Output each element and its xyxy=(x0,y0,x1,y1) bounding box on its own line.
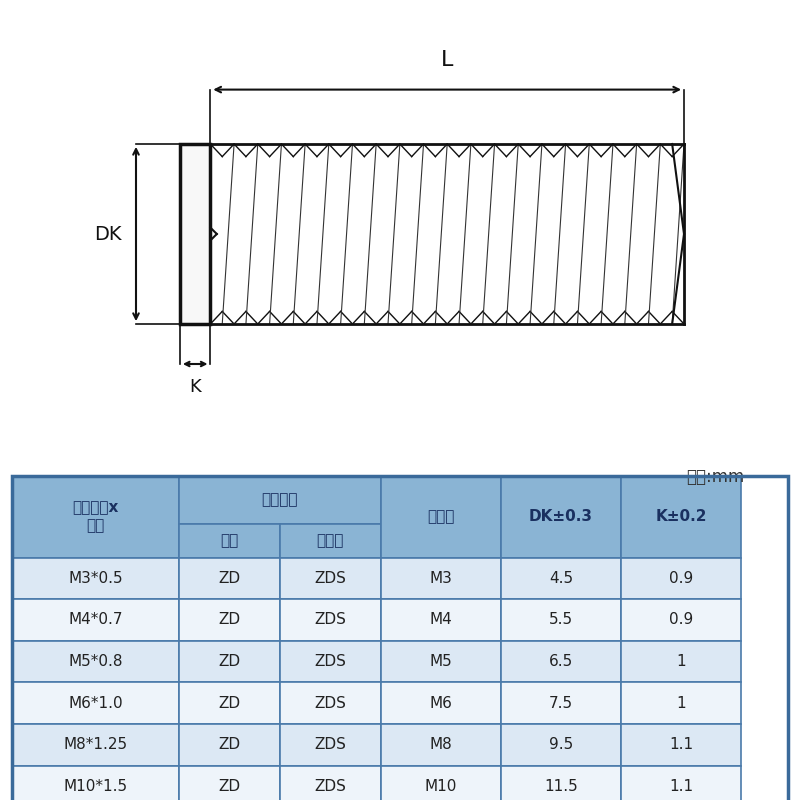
Text: M10: M10 xyxy=(425,779,457,794)
Text: M6*1.0: M6*1.0 xyxy=(68,696,122,710)
Text: ZDS: ZDS xyxy=(314,738,346,752)
Text: M4*0.7: M4*0.7 xyxy=(68,613,122,627)
Bar xyxy=(381,599,501,641)
Text: 1.1: 1.1 xyxy=(670,779,694,794)
Text: ZDS: ZDS xyxy=(314,779,346,794)
Bar xyxy=(12,476,788,800)
Bar xyxy=(621,724,742,766)
Bar xyxy=(621,766,742,800)
Text: K: K xyxy=(190,378,201,397)
Bar xyxy=(280,558,381,599)
Bar xyxy=(280,724,381,766)
Text: 单位:mm: 单位:mm xyxy=(686,468,744,486)
Text: M6: M6 xyxy=(430,696,452,710)
Bar xyxy=(501,476,621,558)
Bar xyxy=(280,524,381,558)
Bar xyxy=(501,558,621,599)
Bar xyxy=(621,682,742,724)
Text: 螺纹尺寸x
螺距: 螺纹尺寸x 螺距 xyxy=(72,500,118,534)
Bar xyxy=(179,599,280,641)
Text: L: L xyxy=(441,50,454,70)
Text: 1.1: 1.1 xyxy=(670,738,694,752)
Text: DK: DK xyxy=(94,225,122,243)
Text: 4.5: 4.5 xyxy=(549,571,573,586)
Bar xyxy=(381,682,501,724)
Text: ZD: ZD xyxy=(218,738,240,752)
Bar xyxy=(381,641,501,682)
Bar xyxy=(179,724,280,766)
Text: 碳钢: 碳钢 xyxy=(220,534,238,548)
Bar xyxy=(501,641,621,682)
Text: M5: M5 xyxy=(430,654,452,669)
Text: M8*1.25: M8*1.25 xyxy=(63,738,127,752)
Bar xyxy=(381,724,501,766)
Text: ZD: ZD xyxy=(218,779,240,794)
Text: M3*0.5: M3*0.5 xyxy=(68,571,122,586)
Text: M10*1.5: M10*1.5 xyxy=(63,779,127,794)
Bar xyxy=(621,558,742,599)
Bar xyxy=(621,476,742,558)
Text: ZD: ZD xyxy=(218,654,240,669)
Bar xyxy=(501,766,621,800)
Text: 材质型号: 材质型号 xyxy=(262,493,298,507)
Text: 0.9: 0.9 xyxy=(669,571,694,586)
Bar xyxy=(12,599,179,641)
Text: K±0.2: K±0.2 xyxy=(655,510,707,524)
Bar xyxy=(280,641,381,682)
Bar xyxy=(381,476,501,558)
Bar xyxy=(12,641,179,682)
Text: 6.5: 6.5 xyxy=(549,654,573,669)
Bar xyxy=(381,558,501,599)
Text: M8: M8 xyxy=(430,738,452,752)
Text: 7.5: 7.5 xyxy=(549,696,573,710)
Bar xyxy=(12,476,179,558)
Bar xyxy=(179,558,280,599)
Text: 1: 1 xyxy=(677,696,686,710)
Text: ZDS: ZDS xyxy=(314,613,346,627)
Bar xyxy=(179,476,381,524)
Text: ZD: ZD xyxy=(218,696,240,710)
Text: 不锈钢: 不锈钢 xyxy=(317,534,344,548)
Bar xyxy=(179,682,280,724)
Bar xyxy=(280,682,381,724)
Text: ZDS: ZDS xyxy=(314,696,346,710)
Bar xyxy=(280,766,381,800)
Bar xyxy=(179,524,280,558)
Text: M3: M3 xyxy=(430,571,452,586)
Text: ZDS: ZDS xyxy=(314,654,346,669)
Text: 11.5: 11.5 xyxy=(544,779,578,794)
Bar xyxy=(621,641,742,682)
Text: M5*0.8: M5*0.8 xyxy=(68,654,122,669)
Bar xyxy=(12,682,179,724)
Bar xyxy=(12,558,179,599)
Bar xyxy=(179,766,280,800)
Text: ZDS: ZDS xyxy=(314,571,346,586)
Bar xyxy=(501,724,621,766)
Bar xyxy=(501,599,621,641)
Bar xyxy=(280,599,381,641)
Text: DK±0.3: DK±0.3 xyxy=(529,510,593,524)
Bar xyxy=(501,682,621,724)
Text: 螺纹码: 螺纹码 xyxy=(427,510,454,524)
Text: ZD: ZD xyxy=(218,571,240,586)
Text: 0.9: 0.9 xyxy=(669,613,694,627)
Bar xyxy=(179,641,280,682)
Text: ZD: ZD xyxy=(218,613,240,627)
Bar xyxy=(12,766,179,800)
Bar xyxy=(12,724,179,766)
Text: M4: M4 xyxy=(430,613,452,627)
Bar xyxy=(621,599,742,641)
Bar xyxy=(381,766,501,800)
Text: 9.5: 9.5 xyxy=(549,738,573,752)
Text: 1: 1 xyxy=(677,654,686,669)
Bar xyxy=(180,144,210,324)
Text: 5.5: 5.5 xyxy=(549,613,573,627)
